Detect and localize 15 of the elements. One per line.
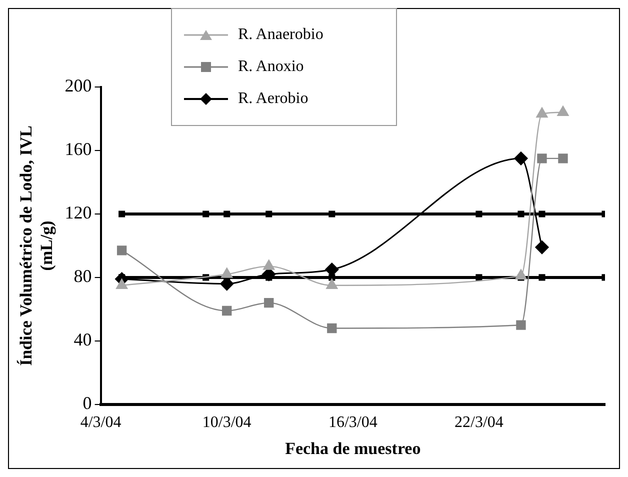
- y-tick-label: 40: [74, 330, 92, 350]
- x-tick-label: 4/3/04: [80, 414, 122, 432]
- x-tick-label: 10/3/04: [202, 414, 252, 432]
- y-tick-label: 160: [64, 139, 92, 160]
- y-tick-label: 200: [64, 76, 92, 96]
- x-tick-label: 22/3/04: [454, 414, 504, 432]
- x-axis-title: Fecha de muestreo: [285, 439, 421, 458]
- y-tick-label: 80: [74, 266, 92, 286]
- legend-label: R. Aerobio: [238, 90, 308, 108]
- x-tick-label: 16/3/04: [328, 414, 378, 432]
- y-tick-label: 120: [64, 202, 92, 223]
- legend-label: R. Anaerobio: [238, 26, 324, 44]
- y-tick-label: 0: [82, 393, 92, 414]
- legend-label: R. Anoxio: [238, 58, 304, 76]
- y-axis-title: Índice Volumétrico de Lodo, IVL (mL/g): [16, 126, 56, 366]
